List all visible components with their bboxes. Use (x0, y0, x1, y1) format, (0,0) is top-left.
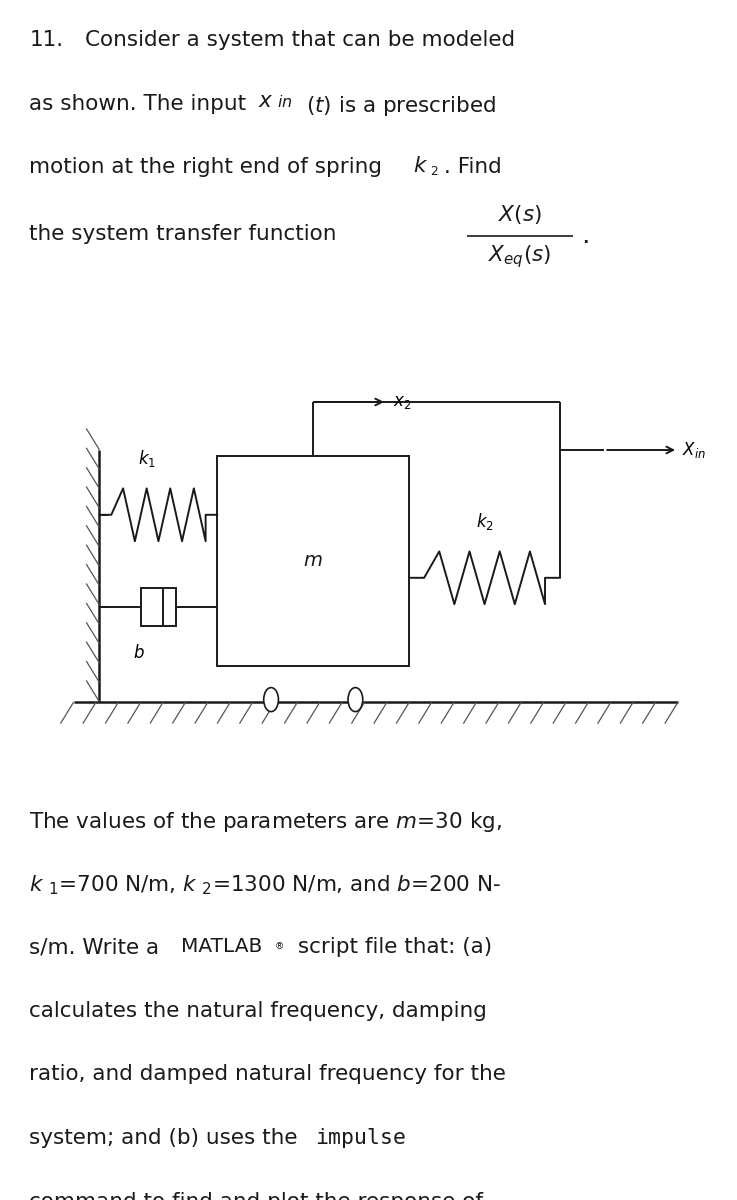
Text: command to find and plot the response of: command to find and plot the response of (29, 1192, 483, 1200)
Text: $X_{eq}(s)$: $X_{eq}(s)$ (488, 244, 551, 270)
Text: Consider a system that can be modeled: Consider a system that can be modeled (85, 30, 515, 50)
Text: as shown. The input: as shown. The input (29, 94, 254, 114)
Text: $m$: $m$ (304, 552, 323, 570)
Text: $k$ $_1$=700 N/m, $k$ $_2$=1300 N/m, and $b$=200 N-: $k$ $_1$=700 N/m, $k$ $_2$=1300 N/m, and… (29, 874, 502, 898)
Text: the system transfer function: the system transfer function (29, 224, 337, 244)
Text: s/m. Write a: s/m. Write a (29, 937, 167, 958)
Text: $(t)$ is a prescribed: $(t)$ is a prescribed (306, 94, 496, 118)
Text: $k_2$: $k_2$ (475, 511, 494, 533)
Bar (217, 456, 409, 666)
Text: ratio, and damped natural frequency for the: ratio, and damped natural frequency for … (29, 1064, 506, 1085)
Text: $x_2$: $x_2$ (393, 392, 411, 410)
Text: $\mathit{in}$: $\mathit{in}$ (277, 94, 293, 109)
Text: $k_1$: $k_1$ (138, 448, 156, 469)
Text: $^{\circledR}$: $^{\circledR}$ (274, 942, 284, 955)
Circle shape (348, 688, 363, 712)
Text: $k$: $k$ (413, 156, 428, 176)
Text: motion at the right end of spring: motion at the right end of spring (29, 157, 389, 178)
Text: $_2$: $_2$ (430, 160, 439, 178)
Text: MATLAB: MATLAB (181, 937, 262, 956)
Text: impulse: impulse (315, 1128, 406, 1148)
Text: script file that: (a): script file that: (a) (291, 937, 492, 958)
Text: 11.: 11. (29, 30, 63, 50)
Text: $X_{in}$: $X_{in}$ (682, 440, 705, 460)
Text: system; and (b) uses the: system; and (b) uses the (29, 1128, 305, 1148)
Text: $b$: $b$ (133, 644, 145, 662)
Circle shape (264, 688, 279, 712)
Text: . Find: . Find (444, 157, 501, 178)
Text: $X(s)$: $X(s)$ (497, 203, 542, 227)
Text: .: . (581, 223, 590, 248)
Bar (141, 588, 176, 626)
Text: calculates the natural frequency, damping: calculates the natural frequency, dampin… (29, 1001, 487, 1021)
Text: The values of the parameters are $m$=30 kg,: The values of the parameters are $m$=30 … (29, 810, 503, 834)
Text: $x$: $x$ (258, 91, 273, 112)
